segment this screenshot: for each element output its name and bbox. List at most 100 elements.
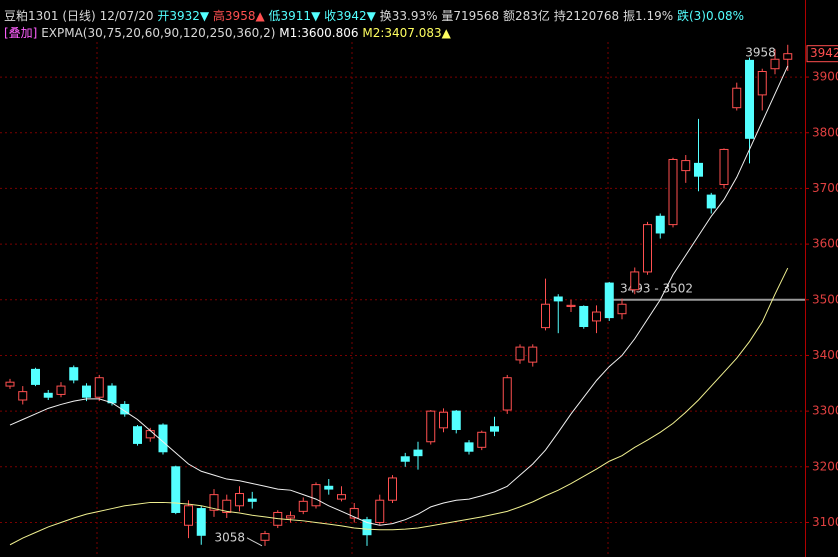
candle-body [349, 508, 359, 519]
header-text: [叠加] EXPMA(30,75,20,60,90,120,250,360,2)… [4, 26, 452, 40]
candle-body [171, 466, 181, 513]
header-text: 豆粕1301 (日线) 12/07/20 开3932▼ 高3958▲ 低3911… [4, 8, 744, 23]
candle-body [566, 304, 576, 307]
candle-body [18, 391, 28, 401]
candle-body [196, 508, 206, 536]
candle-body [311, 484, 321, 507]
candle-body [451, 410, 461, 431]
y-tick-label: 3100 [812, 515, 838, 529]
candle-body [783, 53, 793, 60]
candle-body [94, 377, 104, 398]
candle-body [145, 430, 155, 439]
candle-body [502, 377, 512, 411]
y-tick-label: 3700 [812, 181, 838, 195]
candle-body [375, 499, 385, 523]
candle-body [745, 59, 754, 139]
header-item: (日线) [62, 9, 95, 23]
candle-body [286, 515, 295, 519]
candle-body [770, 58, 780, 70]
candle-body [413, 449, 423, 457]
header-item: EXPMA(30,75,20,60,90,120,250,360,2) [41, 26, 275, 40]
candle-body [426, 410, 436, 443]
candle-body [706, 194, 716, 209]
candle-body [362, 519, 372, 536]
candle-body [604, 282, 614, 319]
candle-body [668, 158, 678, 226]
header-item: 收3942▼ [324, 9, 377, 23]
candle-body [528, 346, 538, 363]
candle-body [515, 346, 525, 361]
header-item: 开3932▼ [157, 9, 210, 23]
candle-body [732, 87, 742, 109]
ema-line [9, 65, 789, 526]
y-tick-label: 3400 [812, 348, 838, 362]
candle-body [592, 311, 601, 322]
high-label: 3958 [745, 45, 776, 59]
candle-body [337, 494, 346, 500]
y-tick-label: 3300 [812, 404, 838, 418]
candle-body [120, 403, 130, 415]
y-tick-label: 3800 [812, 125, 838, 139]
y-tick-label: 3600 [812, 237, 838, 251]
header-item: 豆粕1301 [4, 8, 59, 23]
candle-body [209, 494, 219, 511]
header-item: 量719568 [441, 9, 499, 23]
candle-body [31, 368, 40, 385]
candle-body [235, 493, 244, 507]
y-tick-label: 3500 [812, 292, 838, 306]
candle-body [388, 477, 397, 501]
candle-body [579, 305, 589, 328]
candle-body [107, 385, 117, 404]
candle-body [617, 303, 627, 315]
header-item: 换33.93% [380, 9, 438, 23]
candle-body [681, 160, 691, 172]
header-item: M1:3600.806 [279, 26, 358, 40]
candle-body [158, 424, 168, 453]
header-item: [叠加] [4, 26, 37, 40]
indicator: [叠加] EXPMA(30,75,20,60,90,120,250,360,2)… [4, 26, 452, 40]
candle-body [82, 385, 91, 398]
candle-body [464, 442, 474, 452]
header-item: 跌(3)0.08% [677, 8, 744, 23]
candle-body [630, 271, 640, 291]
candle-body [43, 392, 53, 398]
candle-body [655, 215, 665, 234]
candle-body [477, 431, 487, 448]
candle-body [553, 296, 563, 302]
y-tick-label: 3200 [812, 459, 838, 473]
header-item: 振1.19% [623, 9, 673, 23]
candle-body [324, 485, 334, 490]
candle-body [69, 367, 79, 381]
candle-body [222, 499, 232, 513]
last-price-box [806, 45, 838, 63]
header-item: 高3958▲ [213, 8, 266, 23]
candle-body [56, 385, 66, 395]
candle-body [260, 533, 270, 541]
header-item: 额283亿 [503, 8, 550, 23]
candle-body [719, 148, 729, 186]
ema-line [9, 267, 789, 546]
low-pointer [246, 537, 263, 547]
candle-body [400, 456, 410, 462]
candle-body [490, 426, 499, 432]
y-tick-label: 3900 [812, 70, 838, 84]
candle-body [643, 224, 652, 273]
last-price: 3942 [810, 46, 838, 60]
candle-body [439, 411, 448, 429]
candle-body [247, 498, 257, 502]
candle-body [694, 162, 703, 177]
header: 豆粕1301 (日线) 12/07/20 开3932▼ 高3958▲ 低3911… [4, 8, 744, 23]
header-item: 12/07/20 [100, 9, 154, 23]
header-item: 低3911▼ [269, 9, 322, 23]
header-item: 持2120768 [554, 8, 619, 23]
candle-body [298, 500, 308, 512]
candle-body [5, 381, 15, 387]
candle-body [757, 71, 767, 96]
candle-body [184, 505, 193, 526]
candle-body [133, 426, 142, 444]
low-label: 3058 [214, 530, 245, 544]
header-item: M2:3407.083▲ [362, 26, 451, 40]
candle-body [541, 303, 550, 329]
